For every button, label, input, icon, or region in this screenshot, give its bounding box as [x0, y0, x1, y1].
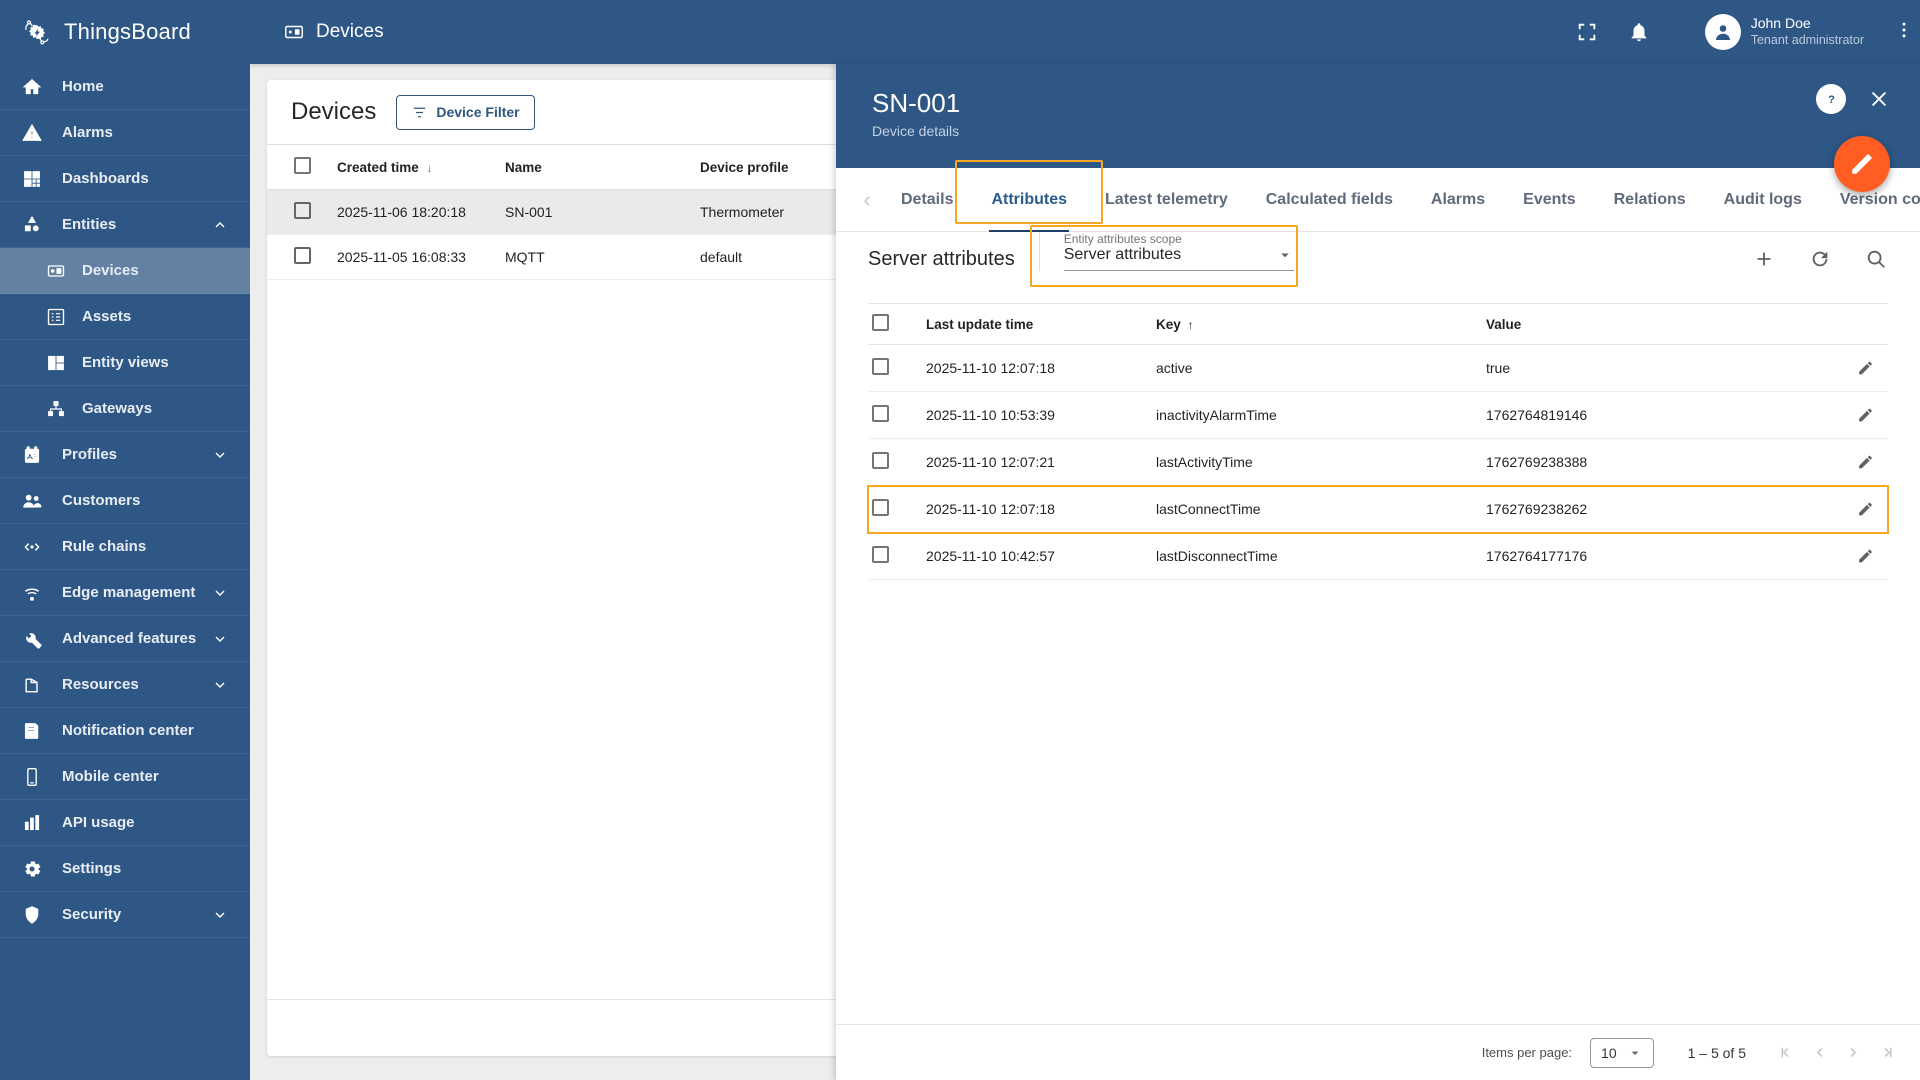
svg-text:?: ? [1828, 94, 1835, 106]
